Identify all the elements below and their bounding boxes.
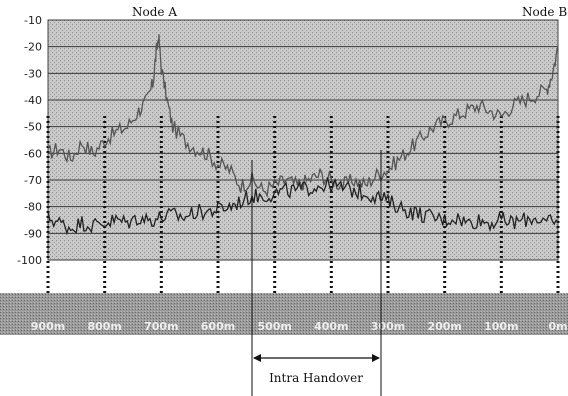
handover-arrow-left [253,354,261,362]
distance-tick-label: 100m [484,320,518,333]
y-tick-label: -60 [24,147,42,160]
grid-lines [48,19,558,261]
y-tick-label: -50 [24,121,42,134]
handover-arrow-right [372,354,380,362]
plot-background [47,19,559,261]
node-a-label: Node A [132,5,177,19]
distance-tick-label: 900m [31,320,65,333]
series-group [47,34,559,236]
series-line-2 [47,177,559,236]
y-tick-label: -10 [24,14,42,27]
distance-tick-label: 0m [548,320,567,333]
y-axis: -10 -20 -30 -40 -50 -60 -70 -80 -90 -100 [17,14,42,267]
distance-tick-label: 600m [201,320,235,333]
y-tick-label: -100 [17,254,42,267]
handover-label: Intra Handover [269,371,363,385]
distance-labels: 900m 800m 700m 600m 500m 400m 300m 200m 100m 0m [31,320,568,333]
handover-indicator: Intra Handover [251,150,382,396]
distance-tick-label: 800m [87,320,121,333]
distance-tick-label: 400m [314,320,348,333]
distance-tick-label: 700m [144,320,178,333]
y-tick-label: -20 [24,41,42,54]
distance-tick-label: 300m [371,320,405,333]
y-tick-label: -30 [24,67,42,80]
distance-ruler [0,293,568,335]
y-tick-label: -80 [24,201,42,214]
node-b-label: Node B [522,5,567,19]
distance-tick-label: 200m [427,320,461,333]
distance-tick-label: 500m [257,320,291,333]
y-tick-label: -40 [24,94,42,107]
series-line-1 [47,34,559,199]
y-tick-label: -70 [24,174,42,187]
y-tick-label: -90 [24,227,42,240]
